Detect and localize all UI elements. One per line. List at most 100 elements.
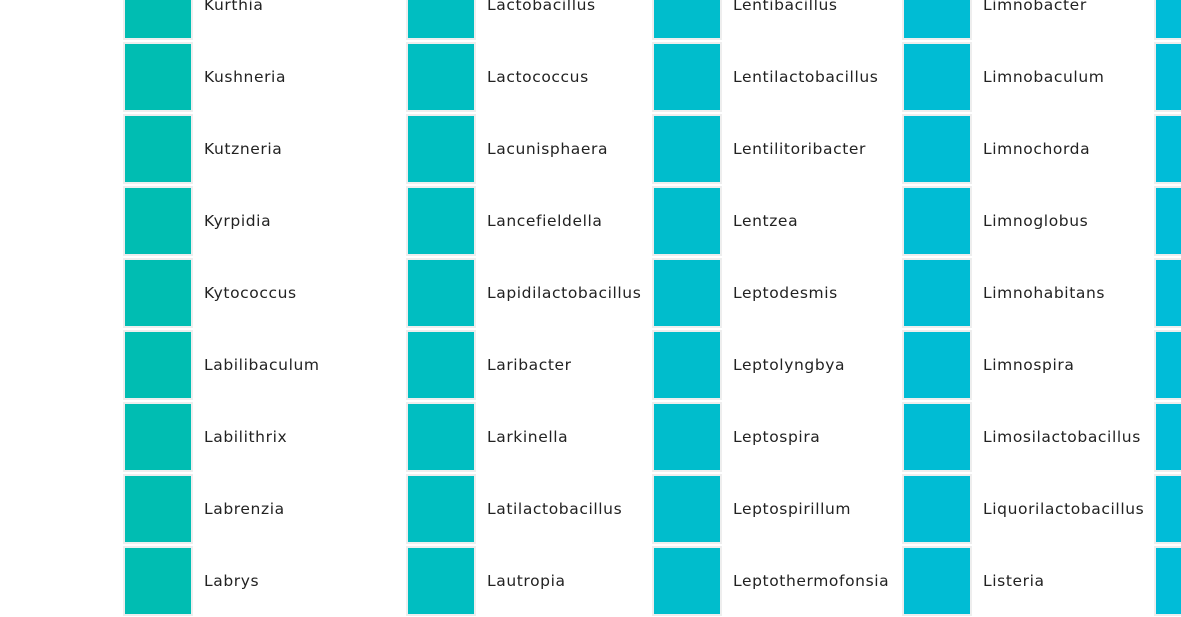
- swatch-item: Leptospira: [652, 401, 902, 473]
- color-swatch: [902, 402, 972, 472]
- swatch-item: ella: [0, 329, 120, 401]
- genus-label: Leptothermofonsia: [733, 572, 890, 590]
- genus-label: Limnoglobus: [983, 212, 1089, 230]
- genus-label: Lentilactobacillus: [733, 68, 879, 86]
- swatch-item: [1154, 257, 1181, 329]
- color-swatch: [123, 114, 193, 184]
- color-swatch: [902, 546, 972, 616]
- genus-label-text: nema: [0, 545, 60, 617]
- swatch-item: Listeria: [902, 545, 1154, 617]
- swatch-item: a: [0, 473, 120, 545]
- swatch-item: [1154, 329, 1181, 401]
- genus-label: Listeria: [983, 572, 1045, 590]
- genus-label: Larkinella: [487, 428, 569, 446]
- color-swatch: [1154, 546, 1181, 616]
- swatch-item: Latilactobacillus: [406, 473, 652, 545]
- swatch-item: Lautropia: [406, 545, 652, 617]
- swatch-column: [1154, 0, 1181, 617]
- color-swatch: [406, 402, 476, 472]
- genus-label: Lentilitoribacter: [733, 140, 867, 158]
- color-swatch: [652, 186, 722, 256]
- color-swatch: [406, 42, 476, 112]
- swatch-item: tospora: [0, 257, 120, 329]
- swatch-item: la: [0, 41, 120, 113]
- swatch-item: Labrys: [123, 545, 405, 617]
- color-swatch: [406, 186, 476, 256]
- swatch-item: Limnohabitans: [902, 257, 1154, 329]
- swatch-item: Labilithrix: [123, 401, 405, 473]
- swatch-item: Kyrpidia: [123, 185, 405, 257]
- genus-label: atiella: [0, 185, 60, 257]
- swatch-item: Kytococcus: [123, 257, 405, 329]
- swatch-item: Lancefieldella: [406, 185, 652, 257]
- genus-label: Laribacter: [487, 356, 572, 374]
- swatch-item: Lactobacillus: [406, 0, 652, 41]
- genus-label: Lentzea: [733, 212, 799, 230]
- swatch-item: Leptospirillum: [652, 473, 902, 545]
- genus-label: occus: [0, 0, 60, 41]
- genus-label: Lactobacillus: [487, 0, 596, 14]
- genus-label: era: [0, 401, 60, 473]
- swatch-item: Lacunisphaera: [406, 113, 652, 185]
- swatch-item: Labrenzia: [123, 473, 405, 545]
- swatch-item: [1154, 401, 1181, 473]
- swatch-item: Laribacter: [406, 329, 652, 401]
- genus-label: Kushneria: [204, 68, 287, 86]
- swatch-item: Kushneria: [123, 41, 405, 113]
- color-swatch: [406, 546, 476, 616]
- swatch-item: Kutzneria: [123, 113, 405, 185]
- color-swatch: [123, 42, 193, 112]
- color-swatch: [652, 330, 722, 400]
- color-swatch: [1154, 258, 1181, 328]
- swatch-item: Limnoglobus: [902, 185, 1154, 257]
- color-swatch: [123, 186, 193, 256]
- color-swatch: [123, 402, 193, 472]
- genus-label: Limnobacter: [983, 0, 1087, 14]
- genus-label: Leptodesmis: [733, 284, 838, 302]
- swatch-column: Limnobacter Limnobaculum Limnochorda Limnog…: [902, 0, 1154, 617]
- genus-label: Limnospira: [983, 356, 1075, 374]
- color-swatch: [652, 474, 722, 544]
- swatch-item: [1154, 545, 1181, 617]
- swatch-item: Liquorilactobacillus: [902, 473, 1154, 545]
- genus-label: Labilithrix: [204, 428, 288, 446]
- swatch-item: [1154, 185, 1181, 257]
- genus-label: Lautropia: [487, 572, 566, 590]
- swatch-item: Labilibaculum: [123, 329, 405, 401]
- genus-label: Labilibaculum: [204, 356, 320, 374]
- swatch-item: [1154, 113, 1181, 185]
- genus-label: Labrenzia: [204, 500, 285, 518]
- genus-label: Limnochorda: [983, 140, 1091, 158]
- swatch-column: Kurthia Kushneria Kutzneria Kyrpidia Kytococ…: [123, 0, 405, 617]
- swatch-item: Lentibacillus: [652, 0, 902, 41]
- color-swatch: [123, 0, 193, 40]
- genus-label: a: [0, 473, 60, 545]
- color-swatch: [406, 114, 476, 184]
- swatch-item: [1154, 0, 1181, 41]
- genus-label: Kurthia: [204, 0, 264, 14]
- color-swatch: [123, 474, 193, 544]
- genus-label: Lacunisphaera: [487, 140, 609, 158]
- swatch-column: occuslaetiaatiellatosporaellaeraanema: [0, 0, 120, 617]
- genus-label: Leptolyngbya: [733, 356, 846, 374]
- color-swatch: [406, 0, 476, 40]
- genus-label: Lapidilactobacillus: [487, 284, 642, 302]
- swatch-item: Leptolyngbya: [652, 329, 902, 401]
- swatch-item: Lentilactobacillus: [652, 41, 902, 113]
- genus-label-text: era: [0, 401, 60, 473]
- genus-label: la: [0, 41, 60, 113]
- color-swatch: [902, 330, 972, 400]
- swatch-item: atiella: [0, 185, 120, 257]
- color-swatch: [1154, 330, 1181, 400]
- swatch-item: nema: [0, 545, 120, 617]
- color-swatch: [123, 258, 193, 328]
- genus-label: Latilactobacillus: [487, 500, 623, 518]
- genus-label-text: occus: [0, 0, 60, 41]
- genus-label-text: etia: [0, 113, 60, 185]
- swatch-item: Larkinella: [406, 401, 652, 473]
- swatch-item: Limnobaculum: [902, 41, 1154, 113]
- swatch-item: Lentilitoribacter: [652, 113, 902, 185]
- color-swatch: [1154, 474, 1181, 544]
- genus-label: Leptospira: [733, 428, 821, 446]
- color-swatch: [406, 474, 476, 544]
